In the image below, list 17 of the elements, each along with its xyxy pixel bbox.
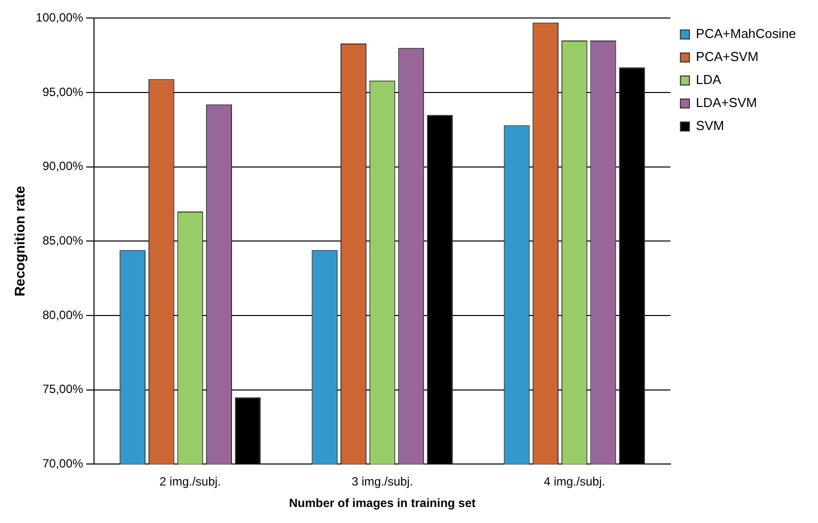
y-axis-title: Recognition rate — [11, 186, 28, 296]
x-tick-label: 3 img./subj. — [352, 474, 413, 489]
legend-label: LDA+SVM — [696, 95, 757, 110]
y-tick-label: 75,00% — [42, 382, 84, 396]
y-tick-label: 95,00% — [42, 84, 84, 99]
legend-label: SVM — [696, 118, 724, 134]
y-tick-label: 70,00% — [42, 456, 84, 471]
y-tick-label: 80,00% — [42, 308, 84, 322]
x-tick-label: 4 img./subj. — [544, 474, 606, 489]
x-axis-title: Number of images in training set — [288, 496, 476, 510]
y-tick-label: 90,00% — [42, 159, 84, 174]
legend-label: PCA+SVM — [696, 49, 758, 64]
y-tick-label: 85,00% — [42, 234, 84, 248]
x-tick-label: 2 img./subj. — [160, 474, 221, 489]
legend-label: LDA — [696, 72, 722, 88]
y-tick-label: 100,00% — [36, 10, 84, 25]
legend-label: PCA+MahCosine — [696, 26, 796, 42]
